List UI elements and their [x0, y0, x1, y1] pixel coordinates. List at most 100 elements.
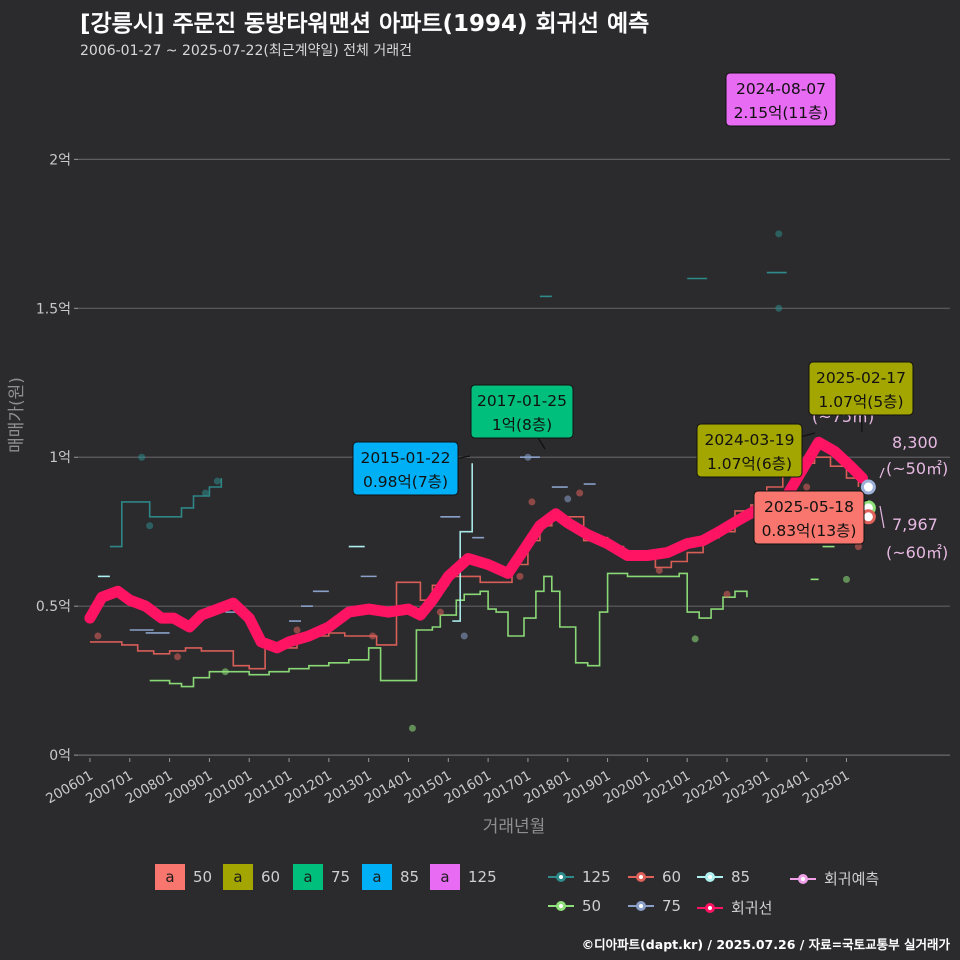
- annotation-date: 2017-01-25: [477, 392, 567, 410]
- legend-key: [697, 869, 723, 885]
- legend-series-item: 125: [548, 868, 611, 886]
- legend-key: [628, 898, 654, 914]
- annotation-value: 1억(8층): [492, 416, 552, 434]
- forecast-label-area: (~60㎡): [886, 543, 948, 562]
- data-point: [655, 566, 663, 574]
- data-point: [528, 498, 536, 506]
- legend-swatch: a: [155, 864, 185, 890]
- y-tick-label: 1.5억: [36, 301, 71, 317]
- data-point: [213, 477, 221, 485]
- legend-swatch: a: [362, 864, 392, 890]
- series-line-60: [89, 456, 860, 670]
- annotation-value: 1.07억(5층): [819, 393, 904, 411]
- legend-label: 75: [662, 897, 682, 915]
- y-tick-label: 2억: [49, 152, 71, 168]
- data-point: [436, 608, 444, 616]
- legend-label: 50: [193, 868, 213, 886]
- annotation-date: 2024-03-19: [704, 431, 794, 449]
- data-point: [854, 543, 862, 551]
- y-tick-label: 1억: [49, 450, 71, 466]
- legend-label: 125: [582, 868, 611, 886]
- credit-footer: ©디아파트(dapt.kr) / 2025.07.26 / 자료=국토교통부 실…: [581, 937, 950, 952]
- legend-series-item: 60: [628, 868, 681, 886]
- data-point: [691, 635, 699, 643]
- annotation-box: [753, 490, 865, 545]
- legend-swatch: a: [293, 864, 323, 890]
- legend-label: 85: [731, 868, 751, 886]
- legend-label: 60: [662, 868, 682, 886]
- annotation-date: 2025-02-17: [816, 369, 906, 387]
- forecast-point: [860, 479, 876, 495]
- legend-label: 75: [331, 868, 351, 886]
- data-point: [842, 575, 850, 583]
- legend-label: 125: [468, 868, 497, 886]
- data-point: [138, 453, 146, 461]
- annotation-value: 0.98억(7층): [363, 473, 448, 491]
- series-line-85: [452, 463, 473, 622]
- legend-series-item: 50: [548, 897, 601, 915]
- legend-label: 회귀선: [731, 899, 773, 917]
- legend-key: [697, 900, 723, 916]
- data-point: [564, 495, 572, 503]
- legend-area-item: a 85: [362, 864, 419, 890]
- annotation-value: 1.07억(6층): [707, 455, 792, 473]
- forecast-leader: [879, 467, 885, 479]
- legend-key: [548, 869, 574, 885]
- data-point: [221, 668, 229, 676]
- data-point: [146, 522, 154, 530]
- annotation-box: [352, 441, 459, 496]
- series-line-50: [149, 572, 748, 688]
- x-axis-title: 거래년월: [483, 817, 546, 837]
- forecast-label-value: 8,300: [892, 433, 938, 452]
- data-point: [803, 483, 811, 491]
- legend-key: [790, 871, 816, 887]
- legend-series-item: 75: [628, 897, 681, 915]
- legend-key: [628, 869, 654, 885]
- data-point: [94, 632, 102, 640]
- forecast-leader: [879, 505, 885, 529]
- data-point: [775, 304, 783, 312]
- annotation-date: 2024-08-07: [736, 80, 826, 98]
- data-point: [174, 653, 182, 661]
- y-axis-title: 매매가(원): [7, 377, 27, 453]
- annotation-value: 2.15억(11층): [734, 104, 829, 122]
- data-point: [723, 590, 731, 598]
- data-point: [201, 489, 209, 497]
- annotation-box: [696, 423, 803, 478]
- series-line-125: [109, 478, 223, 548]
- annotation-box: [470, 384, 574, 439]
- legend-series-item: 회귀예측: [790, 868, 879, 889]
- forecast-label-area: (~50㎡): [886, 459, 948, 478]
- data-point: [293, 626, 301, 634]
- annotation-box: [808, 361, 914, 416]
- legend-series-item: 85: [697, 868, 750, 886]
- chart-subtitle: 2006-01-27 ~ 2025-07-22(최근계약일) 전체 거래건: [80, 43, 412, 59]
- forecast-label-value: 7,967: [892, 515, 938, 534]
- legend-key: [548, 898, 574, 914]
- y-tick-label: 0.5억: [36, 599, 71, 615]
- data-point: [775, 230, 783, 238]
- data-point: [524, 453, 532, 461]
- legend-area-item: a 50: [155, 864, 212, 890]
- data-point: [369, 632, 377, 640]
- annotation-date: 2015-01-22: [360, 449, 450, 467]
- data-point: [460, 632, 468, 640]
- legend-label: 85: [400, 868, 420, 886]
- chart-title: [강릉시] 주문진 동방타워맨션 아파트(1994) 회귀선 예측: [80, 11, 650, 37]
- legend-swatch: a: [430, 864, 460, 890]
- legend-label: 회귀예측: [824, 870, 880, 888]
- legend-area-item: a 125: [430, 864, 497, 890]
- data-point: [408, 724, 416, 732]
- y-tick-label: 0억: [49, 748, 71, 764]
- legend-swatch: a: [223, 864, 253, 890]
- annotation-value: 0.83억(13층): [762, 522, 857, 540]
- legend-label: 50: [582, 897, 602, 915]
- regression-line: [84, 436, 868, 654]
- legend-label: 60: [261, 868, 281, 886]
- annotation-box: [725, 72, 837, 127]
- legend-area-item: a 75: [293, 864, 350, 890]
- data-point: [576, 489, 584, 497]
- legend-series-item: 회귀선: [697, 897, 772, 918]
- annotation-date: 2025-05-18: [764, 498, 854, 516]
